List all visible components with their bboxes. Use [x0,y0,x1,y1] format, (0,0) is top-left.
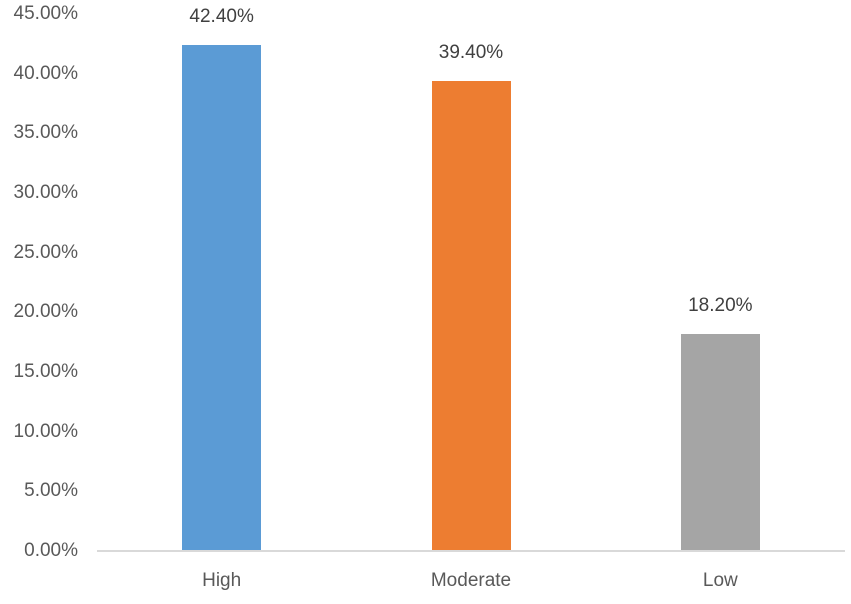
y-axis-tick-label: 25.00% [13,241,78,263]
bar-value-label: 39.40% [438,41,504,63]
y-axis-tick-label: 35.00% [13,122,78,144]
x-axis-category-label: Moderate [430,570,512,591]
bar-value-label: 18.20% [688,294,753,316]
bar-low [680,333,760,551]
y-axis-tick-label: 20.00% [13,301,78,323]
x-axis-category-label: High [202,570,242,591]
y-axis-tick-label: 5.00% [24,480,78,502]
bar-high [182,45,262,551]
bar-moderate [431,80,511,551]
y-axis-tick-label: 10.00% [13,420,78,442]
bar-value-label: 42.40% [189,6,254,28]
y-axis-tick-label: 30.00% [13,182,78,203]
y-axis-tick-label: 40.00% [13,62,78,84]
y-axis-tick-label: 15.00% [13,361,78,382]
y-axis-tick-label: 45.00% [13,3,78,24]
x-axis-line [97,550,845,552]
y-axis-tick-label: 0.00% [24,540,78,561]
x-axis-category-label: Low [702,570,738,591]
